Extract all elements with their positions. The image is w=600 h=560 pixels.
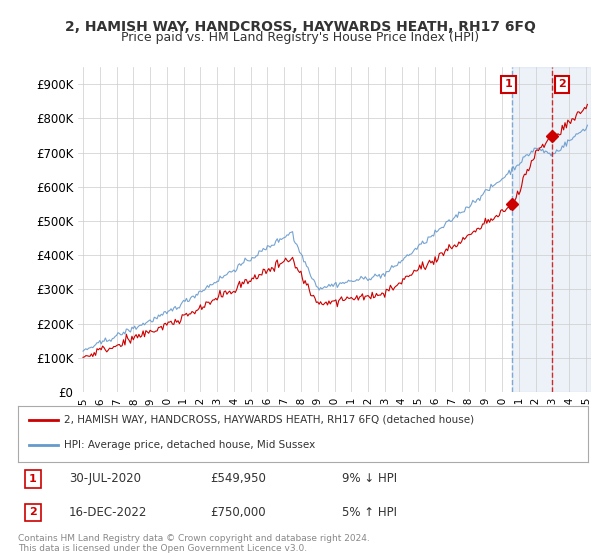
- Text: £549,950: £549,950: [210, 472, 266, 486]
- Text: 9% ↓ HPI: 9% ↓ HPI: [342, 472, 397, 486]
- Text: 5% ↑ HPI: 5% ↑ HPI: [342, 506, 397, 519]
- Text: 30-JUL-2020: 30-JUL-2020: [69, 472, 141, 486]
- Text: 1: 1: [29, 474, 37, 484]
- Text: 16-DEC-2022: 16-DEC-2022: [69, 506, 148, 519]
- Text: £750,000: £750,000: [210, 506, 266, 519]
- Text: 2: 2: [558, 80, 566, 89]
- Text: 2, HAMISH WAY, HANDCROSS, HAYWARDS HEATH, RH17 6FQ: 2, HAMISH WAY, HANDCROSS, HAYWARDS HEATH…: [65, 20, 535, 34]
- Bar: [512, 67, 591, 392]
- Text: 2, HAMISH WAY, HANDCROSS, HAYWARDS HEATH, RH17 6FQ (detached house): 2, HAMISH WAY, HANDCROSS, HAYWARDS HEATH…: [64, 415, 474, 425]
- Text: HPI: Average price, detached house, Mid Sussex: HPI: Average price, detached house, Mid …: [64, 440, 315, 450]
- Text: Price paid vs. HM Land Registry's House Price Index (HPI): Price paid vs. HM Land Registry's House …: [121, 31, 479, 44]
- Text: 1: 1: [505, 80, 512, 89]
- Text: 2: 2: [29, 507, 37, 517]
- Text: Contains HM Land Registry data © Crown copyright and database right 2024.
This d: Contains HM Land Registry data © Crown c…: [18, 534, 370, 553]
